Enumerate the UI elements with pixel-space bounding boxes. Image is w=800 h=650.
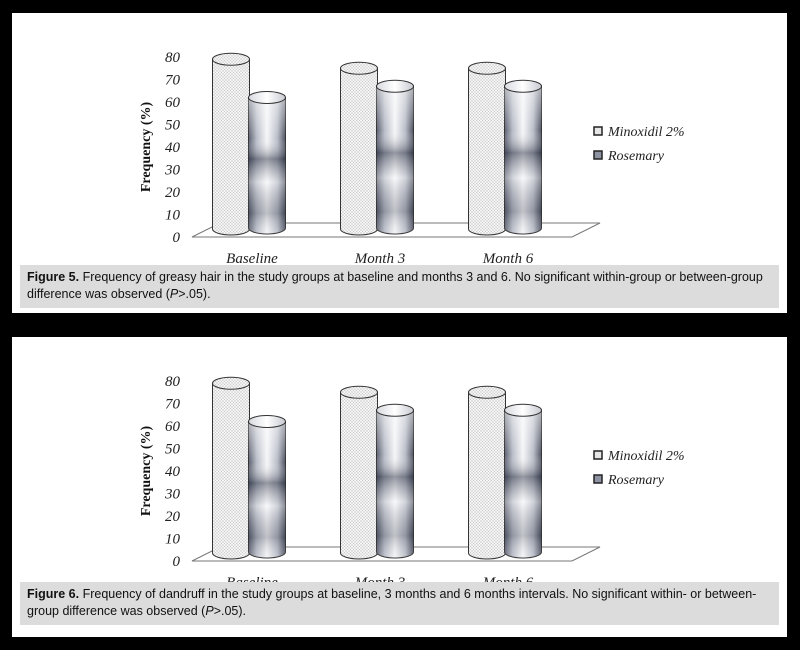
bar-rosemary-month-3 [376,403,414,559]
legend-swatch-minoxidil [593,126,603,136]
legend-label: Rosemary [607,149,665,164]
caption-text: Frequency of greasy hair in the study gr… [27,270,763,301]
bar-rosemary-month-3 [376,79,414,235]
legend-label: Minoxidil 2% [607,449,685,464]
bar-minoxidil-baseline [212,376,250,560]
caption-italic: P [205,604,214,618]
x-tick-label: Month 3 [354,251,405,267]
figure-5-chart: 0 10 20 30 40 50 60 70 80 Frequency (%) Baseline Mo… [139,50,685,267]
figure-5-panel: 0 10 20 30 40 50 60 70 80 Frequency (%) Baseline Mo… [12,13,787,313]
y-tick-label: 80 [165,50,181,66]
caption-label: Figure 5. [27,270,80,284]
bar-minoxidil-month-6 [468,61,506,236]
caption-italic: P [169,287,179,301]
bar-minoxidil-month-6 [468,385,506,560]
y-tick-label: 20 [165,509,181,525]
caption-label: Figure 6. [27,587,80,601]
legend-swatch-minoxidil [593,450,603,460]
bar-rosemary-month-6 [504,79,542,235]
y-tick-label: 10 [165,208,181,224]
legend-swatch-rosemary [593,150,603,160]
y-axis-label: Frequency (%) [139,101,154,192]
y-tick-label: 40 [165,140,181,156]
bar-minoxidil-month-3 [340,61,378,236]
legend-swatch-rosemary [593,474,603,484]
y-tick-label: 10 [165,532,181,548]
y-tick-label: 30 [164,163,181,179]
x-tick-label: Month 6 [482,251,534,267]
bar-minoxidil-baseline [212,52,250,236]
y-tick-label: 20 [165,185,181,201]
legend-label: Minoxidil 2% [607,125,685,140]
bar-minoxidil-month-3 [340,385,378,560]
y-tick-label: 0 [173,230,181,246]
x-tick-label: Baseline [226,251,278,267]
y-tick-label: 60 [165,419,181,435]
y-tick-label: 30 [164,487,181,503]
bar-rosemary-baseline [248,415,286,559]
y-tick-label: 0 [173,554,181,570]
figure-5-caption: Figure 5. Frequency of greasy hair in th… [20,265,779,308]
y-tick-label: 40 [165,464,181,480]
caption-text-end: >.05). [178,287,211,301]
caption-text: Frequency of dandruff in the study group… [27,587,757,618]
bar-rosemary-baseline [248,91,286,235]
y-tick-label: 80 [165,374,181,390]
y-tick-label: 60 [165,95,181,111]
figure-6-caption: Figure 6. Frequency of dandruff in the s… [20,582,779,625]
y-tick-label: 50 [165,118,181,134]
y-tick-label: 50 [165,442,181,458]
bar-rosemary-month-6 [504,403,542,559]
y-axis-label: Frequency (%) [139,425,154,516]
y-tick-label: 70 [165,397,181,413]
legend-label: Rosemary [607,473,665,488]
y-tick-label: 70 [165,73,181,89]
caption-text-end: >.05). [213,604,247,618]
